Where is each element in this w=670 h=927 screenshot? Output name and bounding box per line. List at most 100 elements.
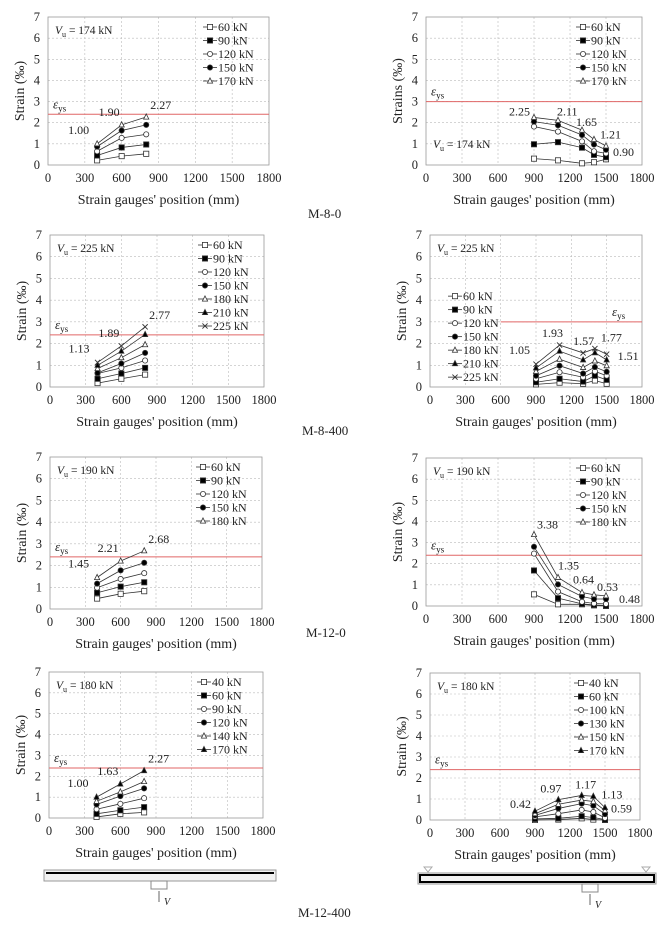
legend-entry: 120 kN [211,487,247,501]
legend-marker [206,51,213,58]
data-point [117,590,124,597]
x-tick-label: 1800 [257,171,282,185]
data-point [591,345,598,352]
y-axis-label: Strain (‰) [395,281,410,342]
beam-diagram-right: V [417,866,657,911]
x-tick-label: 0 [47,393,53,407]
data-point [143,131,150,138]
y-tick-label: 7 [35,665,41,679]
y-axis-label: Strain (‰) [15,281,30,342]
legend-marker [199,490,206,497]
series-120-kN [94,570,148,591]
data-label: 1.00 [68,123,89,137]
x-tick-label: 900 [148,393,167,407]
data-point [532,363,540,371]
data-point [142,357,149,364]
data-label: 1.93 [542,326,563,340]
legend-entry: 180 kN [463,343,499,357]
y-tick-label: 5 [412,52,418,66]
legend-entry: 120 kN [591,488,627,502]
legend-entry: 60 kN [589,690,619,704]
legend-entry: 60 kN [463,289,493,303]
data-label: 1.63 [97,764,118,778]
legend-entry: 90 kN [463,303,493,317]
legend-marker [202,323,208,329]
x-tick-label: 600 [111,824,130,838]
x-tick-label: 0 [423,171,429,185]
data-point [578,588,586,595]
y-tick-label: 1 [34,137,40,151]
legend-marker [580,64,587,71]
data-point [578,813,585,820]
legend-entry: 90 kN [213,252,243,266]
data-point [117,780,124,787]
x-axis-label: Strain gauges' position (mm) [75,637,237,652]
y-tick-label: 6 [412,472,418,486]
y-tick-label: 0 [34,158,40,172]
data-point [118,375,125,382]
chart-5: 0 300 600 900 1200 1500 1800 0 1 2 3 4 5 6 7 Strain gau… [15,450,275,652]
legend-marker [200,732,208,739]
data-point [94,589,101,596]
caption-m-12-0: M-12-0 [306,625,346,640]
data-point [94,359,101,366]
data-point [591,348,599,356]
data-point [118,347,125,354]
data-point [603,361,610,369]
legend-entry: 210 kN [213,306,249,320]
legend-entry: 210 kN [463,357,499,371]
x-tick-label: 300 [456,826,475,840]
ultimate-shear-label: Vu = 190 kN [433,466,491,480]
data-point [94,157,101,164]
x-tick-label: 0 [45,171,51,185]
ultimate-shear-label: Vu = 225 kN [437,243,495,257]
x-tick-label: 600 [489,171,508,185]
legend-marker [201,255,208,262]
legend-marker [451,320,458,327]
data-label: 0.53 [597,580,618,594]
data-point [556,347,563,354]
legend-marker [206,23,213,30]
data-label: 1.13 [69,341,90,355]
y-tick-label: 5 [416,708,422,722]
data-point [554,116,562,123]
legend-entry: 60 kN [218,20,248,34]
data-point [531,567,538,574]
legend-entry: 120 kN [463,316,499,330]
legend-marker [451,306,458,313]
yield-strain-label: εys [54,750,68,767]
ultimate-shear-label: Vu = 174 kN [433,139,491,153]
x-tick-label: 1500 [594,393,619,407]
data-point [590,590,598,598]
data-point [118,153,125,160]
data-point [555,595,562,602]
data-point [118,360,125,367]
yield-strain-label: εys [435,752,449,769]
data-point [117,787,124,795]
data-point [141,579,148,586]
legend-entry: 120 kN [212,716,248,730]
legend-entry: 100 kN [589,703,625,717]
y-tick-label: 6 [36,472,42,486]
x-tick-label: 1200 [558,612,583,626]
legend-entry: 150 kN [591,61,627,75]
x-axis-label: Strain gauges' position (mm) [76,415,238,430]
y-tick-label: 1 [35,790,41,804]
y-tick-label: 4 [36,515,43,529]
legend-marker [200,719,207,726]
chart-3: 0 300 600 900 1200 1500 1800 0 1 2 3 4 5 6 7 Strain gau… [15,228,277,430]
data-point [531,543,538,550]
legend-entry: 90 kN [591,34,621,48]
legend-entry: 60 kN [213,238,243,252]
y-tick-label: 3 [416,750,422,764]
y-tick-label: 4 [36,293,43,307]
data-point [555,122,562,129]
data-point [590,135,598,142]
series-225-kN [94,323,149,366]
y-tick-label: 1 [36,580,42,594]
data-point [118,134,125,141]
data-point [590,797,597,805]
data-label: 1.00 [68,776,89,790]
legend-entry: 150 kN [589,730,625,744]
data-point [556,342,563,349]
